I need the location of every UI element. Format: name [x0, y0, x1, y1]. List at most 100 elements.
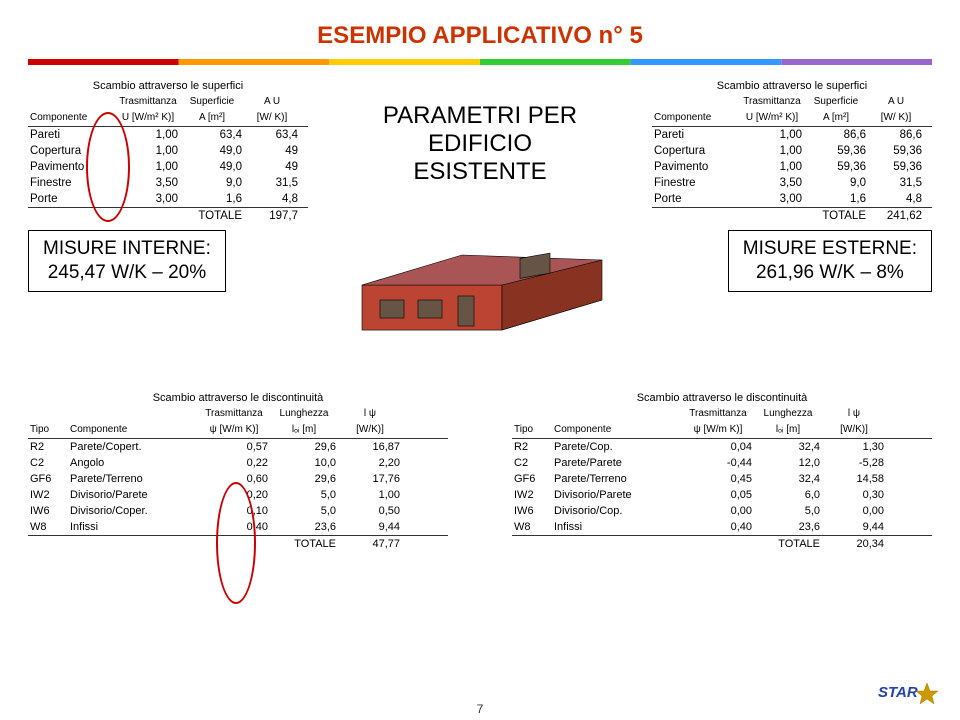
table-cell: 63,4 [180, 127, 244, 143]
table-cell: 9,44 [822, 519, 886, 535]
total-val: 47,77 [338, 536, 402, 552]
total-label: TOTALE [754, 536, 822, 552]
table-cell: 4,8 [868, 191, 924, 207]
table-cell: 14,58 [822, 471, 886, 487]
table-cell: 9,0 [804, 175, 868, 191]
total-label: TOTALE [804, 208, 868, 224]
hdr-au: A U [868, 94, 924, 110]
table-cell: Parete/Copert. [68, 439, 198, 455]
table-cell: 32,4 [754, 439, 822, 455]
page-number: 7 [0, 702, 960, 716]
table-cell: Divisorio/Parete [552, 487, 682, 503]
table-cell: W8 [512, 519, 552, 535]
table-cell: 12,0 [754, 455, 822, 471]
table-cell: Divisorio/Parete [68, 487, 198, 503]
hdr-tras: Trasmittanza [198, 406, 270, 422]
table-cell: 5,0 [270, 487, 338, 503]
table-cell: 0,00 [682, 503, 754, 519]
table-cell: Infissi [68, 519, 198, 535]
table-cell: 0,50 [338, 503, 402, 519]
table-cell: Parete/Parete [552, 455, 682, 471]
disc-table-right: Scambio attraverso le discontinuità Tras… [512, 392, 932, 552]
table-cell: C2 [28, 455, 68, 471]
table-cell: Parete/Terreno [68, 471, 198, 487]
table-cell: 29,6 [270, 439, 338, 455]
table-cell: IW2 [28, 487, 68, 503]
hdr-lps: l ψ [338, 406, 402, 422]
table-cell: Divisorio/Coper. [68, 503, 198, 519]
table-cell: 86,6 [804, 127, 868, 143]
table-cell: IW6 [28, 503, 68, 519]
center-l2: EDIFICIO [320, 130, 640, 158]
table-cell: 63,4 [244, 127, 300, 143]
center-l1: PARAMETRI PER [320, 102, 640, 130]
table-cell: 23,6 [270, 519, 338, 535]
table-cell: 16,87 [338, 439, 402, 455]
table-cell: 49 [244, 159, 300, 175]
hdr-psi: ψ [W/m K)] [682, 422, 754, 438]
table-cell: 49,0 [180, 143, 244, 159]
table-cell: Angolo [68, 455, 198, 471]
highlight-circle [86, 112, 130, 222]
table-cell: 5,0 [270, 503, 338, 519]
hdr-u: U [W/m² K)] [116, 110, 180, 126]
table-cell: R2 [512, 439, 552, 455]
hdr-wk: [W/K)] [338, 422, 402, 438]
total-val: 241,62 [868, 208, 924, 224]
total-label: TOTALE [270, 536, 338, 552]
table-cell: 29,6 [270, 471, 338, 487]
total-val: 20,34 [822, 536, 886, 552]
table-cell: 1,6 [180, 191, 244, 207]
table-cell: 0,45 [682, 471, 754, 487]
table-cell: 17,76 [338, 471, 402, 487]
table-cell: GF6 [28, 471, 68, 487]
table-cell: 2,20 [338, 455, 402, 471]
table-cell: 0,57 [198, 439, 270, 455]
table-cell: 23,6 [754, 519, 822, 535]
measure-l1: MISURE ESTERNE: [743, 237, 917, 261]
star-logo: STAR [872, 679, 942, 714]
hdr-tipo: Tipo [28, 422, 68, 438]
hdr-a: A [m²] [804, 110, 868, 126]
table-cell: 59,36 [868, 143, 924, 159]
hdr-comp: Componente [68, 422, 198, 438]
table-cell: Copertura [652, 143, 740, 159]
surface-table-left: Scambio attraverso le superfici Trasmitt… [28, 80, 308, 224]
table-cell: 49,0 [180, 159, 244, 175]
measure-box-left: MISURE INTERNE: 245,47 W/K – 20% [28, 230, 226, 292]
table-cell: W8 [28, 519, 68, 535]
table-cell: -5,28 [822, 455, 886, 471]
hdr-au: A U [244, 94, 300, 110]
measure-box-right: MISURE ESTERNE: 261,96 W/K – 8% [728, 230, 932, 292]
table-cell: -0,44 [682, 455, 754, 471]
table-cell: R2 [28, 439, 68, 455]
total-label: TOTALE [180, 208, 244, 224]
table-cell: Parete/Terreno [552, 471, 682, 487]
table-cell: 0,00 [822, 503, 886, 519]
table-cell: 3,00 [740, 191, 804, 207]
hdr-lun: Lunghezza [270, 406, 338, 422]
table-cell: IW2 [512, 487, 552, 503]
table-cell: Infissi [552, 519, 682, 535]
table-cell: 4,8 [244, 191, 300, 207]
hdr-tras: Trasmittanza [740, 94, 804, 110]
table-cell: 9,0 [180, 175, 244, 191]
page-title: ESEMPIO APPLICATIVO n° 5 [28, 22, 932, 50]
hdr-lps: l ψ [822, 406, 886, 422]
surf-caption: Scambio attraverso le superfici [652, 80, 932, 92]
hdr-u: U [W/m² K)] [740, 110, 804, 126]
table-cell: Divisorio/Cop. [552, 503, 682, 519]
table-cell: 59,36 [868, 159, 924, 175]
hdr-lun: Lunghezza [754, 406, 822, 422]
table-cell: 0,22 [198, 455, 270, 471]
table-cell: C2 [512, 455, 552, 471]
table-cell: 10,0 [270, 455, 338, 471]
table-cell: 6,0 [754, 487, 822, 503]
center-caption: PARAMETRI PER EDIFICIO ESISTENTE [320, 80, 640, 186]
table-cell: 1,30 [822, 439, 886, 455]
table-cell: Pareti [652, 127, 740, 143]
table-cell: 1,00 [740, 143, 804, 159]
table-cell: 0,40 [682, 519, 754, 535]
hdr-tras: Trasmittanza [116, 94, 180, 110]
hdr-comp: Componente [552, 422, 682, 438]
